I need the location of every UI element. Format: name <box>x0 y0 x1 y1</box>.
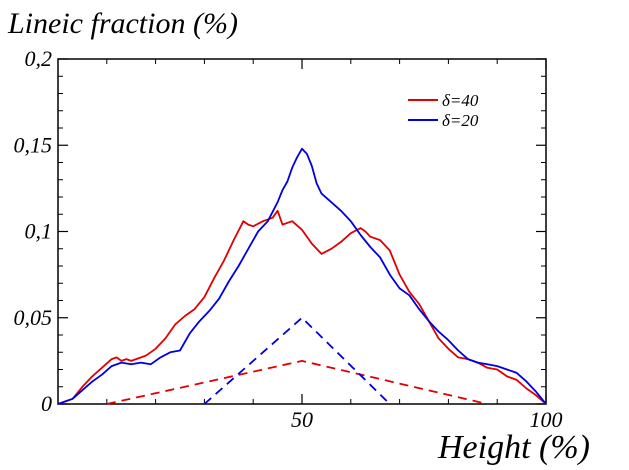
series-layer <box>57 147 547 405</box>
axis-ticks <box>58 58 547 405</box>
line-series-0 <box>57 209 547 405</box>
dashed-line-series-3 <box>203 316 391 405</box>
y-axis-label: Lineic fraction (%) <box>7 7 238 40</box>
x-tick-label: 100 <box>530 407 563 432</box>
line-series-1 <box>57 147 547 405</box>
tick-labels: 0 0,05 0,1 0,15 0,2 50 100 <box>14 46 563 432</box>
legend: δ=40 δ=20 <box>408 91 479 130</box>
y-tick-label: 0,15 <box>14 132 53 157</box>
x-axis-label: Height (%) <box>437 429 590 466</box>
dashed-line-series-2 <box>106 359 488 405</box>
legend-label-delta-20: δ=20 <box>442 111 479 130</box>
y-tick-label: 0,2 <box>25 46 53 71</box>
y-tick-label: 0 <box>41 391 52 416</box>
y-tick-label: 0,1 <box>25 219 53 244</box>
y-tick-label: 0,05 <box>14 305 53 330</box>
legend-label-delta-40: δ=40 <box>442 91 479 110</box>
x-tick-label: 50 <box>291 407 313 432</box>
